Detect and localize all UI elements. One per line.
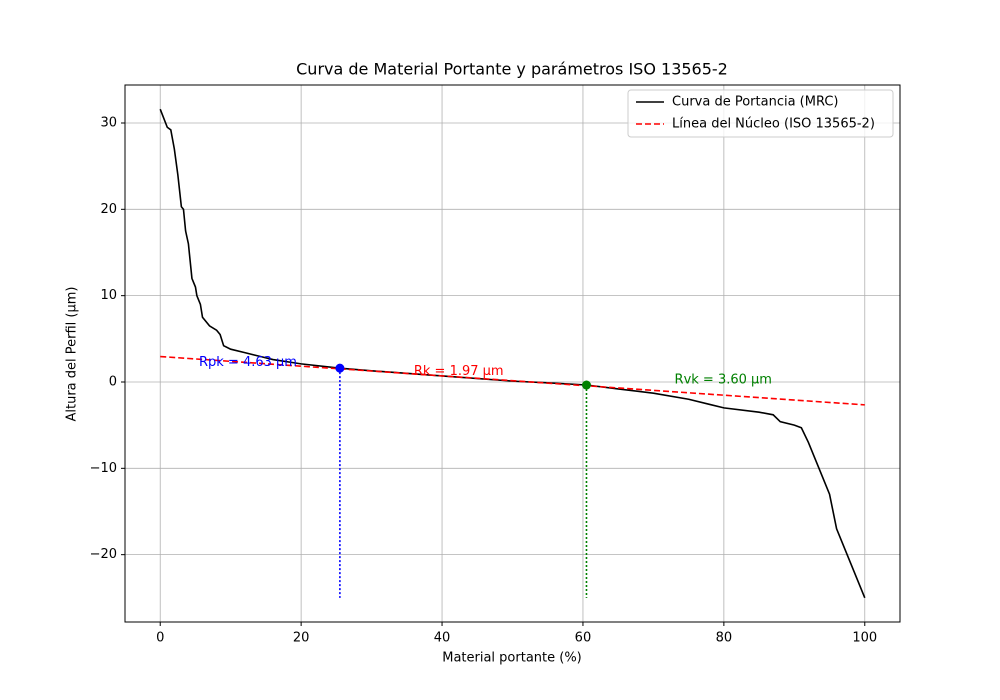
point xyxy=(335,363,345,373)
legend-box xyxy=(627,89,894,138)
y-tick-label: −10 xyxy=(90,461,117,476)
series-line xyxy=(160,355,865,406)
annotation: Rvk = 3.60 µm xyxy=(675,372,772,387)
point xyxy=(581,380,591,390)
legend-label: Línea del Núcleo (ISO 13565-2) xyxy=(672,117,875,132)
chart-title: Curva de Material Portante y parámetros … xyxy=(296,60,728,79)
y-tick-label: 30 xyxy=(100,115,117,130)
x-tick-label: 100 xyxy=(852,631,877,646)
x-tick-label: 0 xyxy=(156,631,164,646)
y-axis-label: Altura del Perfil (µm) xyxy=(65,286,80,421)
x-axis-label: Material portante (%) xyxy=(442,651,582,666)
series-line xyxy=(159,108,866,599)
annotation: Rk = 1.97 µm xyxy=(414,364,504,379)
y-tick-label: 0 xyxy=(109,374,117,389)
y-tick-label: 10 xyxy=(100,288,117,303)
x-tick-label: 20 xyxy=(293,631,310,646)
y-tick-label: −20 xyxy=(90,547,117,562)
legend-label: Curva de Portancia (MRC) xyxy=(672,95,839,110)
annotation: Rpk = 4.63 µm xyxy=(199,355,297,370)
x-tick-label: 80 xyxy=(716,631,733,646)
axes-frame xyxy=(124,84,901,623)
x-tick-label: 60 xyxy=(575,631,592,646)
x-tick-label: 40 xyxy=(434,631,451,646)
y-tick-label: 20 xyxy=(100,202,117,217)
